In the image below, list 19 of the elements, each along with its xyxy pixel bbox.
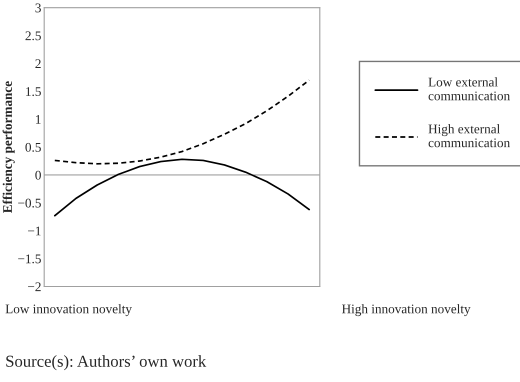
y-tick-label: 2.5 bbox=[26, 31, 41, 40]
y-axis-title: Efficiency performance bbox=[2, 81, 15, 213]
line-series bbox=[54, 158, 310, 217]
y-tick-label: −2 bbox=[28, 282, 41, 292]
legend-label: Low external communication bbox=[428, 77, 510, 100]
y-tick-label: 1 bbox=[36, 115, 41, 124]
y-tick-label: −0.5 bbox=[18, 198, 41, 208]
y-tick-label: 1.5 bbox=[26, 87, 41, 96]
legend-label: High external communication bbox=[428, 124, 510, 148]
line-series bbox=[54, 79, 310, 165]
y-tick-label: 0 bbox=[35, 170, 41, 180]
text: Low innovation novelty bbox=[6, 304, 132, 316]
y-tick-label: 2 bbox=[35, 59, 41, 68]
text: High innovation novelty bbox=[342, 304, 471, 316]
y-tick-label: 3 bbox=[35, 3, 41, 12]
y-tick-label: 0.5 bbox=[25, 142, 41, 152]
y-tick-label: −1.5 bbox=[18, 254, 41, 264]
source-note: Source(s): Authors’ own work bbox=[6, 355, 206, 370]
y-tick-label: −1 bbox=[28, 226, 41, 236]
